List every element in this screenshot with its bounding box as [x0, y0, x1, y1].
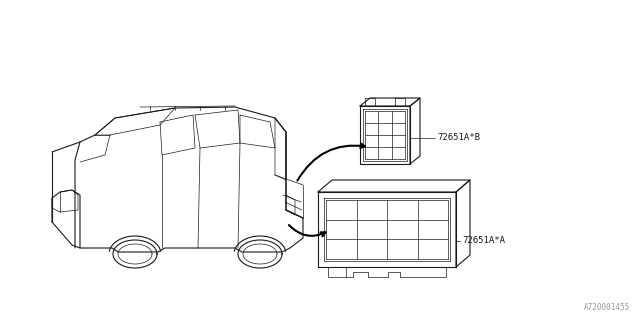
Text: A720001455: A720001455 — [584, 303, 630, 312]
Text: 72651A*B: 72651A*B — [437, 133, 480, 142]
Text: 72651A*A: 72651A*A — [462, 236, 505, 245]
